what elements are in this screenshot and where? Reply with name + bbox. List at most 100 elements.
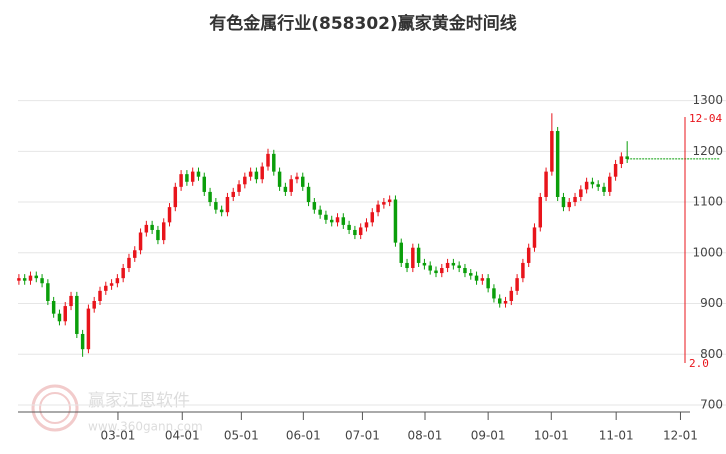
candle-body: [555, 131, 560, 197]
candle-body: [51, 300, 56, 314]
candle-body: [329, 219, 334, 223]
candle-body: [393, 199, 398, 243]
candle-body: [428, 265, 432, 271]
candle-body: [109, 283, 114, 286]
candle-body: [28, 275, 33, 281]
candle-body: [219, 209, 224, 213]
candle-body: [57, 313, 62, 322]
candle-body: [69, 295, 73, 307]
x-tick-label: 11-01: [599, 429, 634, 443]
candle-body: [214, 202, 218, 210]
candle-body: [231, 191, 235, 197]
x-tick-label: 08-01: [408, 429, 443, 443]
candle-body: [324, 214, 328, 220]
candle-body: [480, 278, 485, 281]
candle-body: [341, 217, 346, 225]
candle-body: [289, 179, 293, 192]
candle-body: [382, 202, 386, 205]
y-tick-label: 1200: [692, 144, 723, 158]
candle-body: [283, 186, 288, 192]
candle-body: [173, 186, 178, 208]
candle-body: [272, 153, 276, 172]
candle-body: [127, 257, 131, 269]
candle-body: [63, 306, 67, 322]
time-line-bottom-label: 2.0: [689, 357, 709, 370]
candle-body: [254, 171, 259, 180]
candle-body: [306, 186, 311, 203]
chart-title: 有色金属行业(858302)赢家黄金时间线: [209, 13, 517, 34]
candle-body: [440, 268, 444, 274]
y-tick-label: 1000: [692, 245, 723, 259]
candle-body: [277, 171, 282, 187]
candle-body: [492, 288, 496, 299]
candle-body: [248, 171, 253, 177]
candle-body: [295, 176, 299, 180]
y-tick-label: 1300: [692, 93, 723, 107]
candle-body: [34, 275, 39, 279]
candle-body: [405, 262, 409, 269]
candle-body: [115, 278, 120, 284]
candle-body: [602, 186, 606, 192]
candle-body: [399, 242, 403, 263]
candle-body: [567, 202, 571, 208]
x-tick-label: 04-01: [165, 429, 200, 443]
x-tick-label: 12-01: [663, 429, 698, 443]
candle-body: [608, 176, 612, 192]
candle-body: [167, 207, 172, 223]
candle-body: [561, 196, 566, 208]
y-tick-label: 1100: [692, 195, 723, 209]
candle-body: [86, 308, 91, 350]
candle-body: [347, 224, 351, 230]
candle-body: [80, 333, 85, 350]
candle-body: [619, 156, 624, 165]
y-tick-label: 800: [700, 347, 723, 361]
candle-body: [104, 285, 108, 291]
watermark-logo: [39, 392, 71, 424]
candle-body: [370, 212, 375, 223]
x-tick-label: 06-01: [286, 429, 321, 443]
x-tick-label: 05-01: [224, 429, 259, 443]
candle-body: [463, 268, 467, 274]
candle-body: [202, 176, 207, 192]
candle-body: [208, 191, 212, 203]
candle-body: [509, 290, 514, 301]
candle-body: [237, 184, 241, 192]
candle-body: [156, 229, 160, 241]
candle-body: [376, 204, 380, 213]
candle-body: [544, 171, 548, 197]
candle-body: [550, 131, 554, 172]
candle-body: [75, 295, 79, 334]
candle-body: [92, 300, 96, 309]
candle-body: [98, 290, 102, 301]
candle-body: [613, 164, 618, 177]
candle-body: [486, 278, 490, 289]
y-tick-label: 700: [700, 398, 723, 412]
watermark-url: www.360gann.com: [88, 420, 203, 434]
candle-body: [133, 250, 137, 258]
candle-body: [22, 278, 27, 281]
candle-body: [225, 196, 230, 213]
x-tick-label: 09-01: [471, 429, 506, 443]
candle-body: [625, 156, 629, 159]
candle-body: [469, 273, 473, 276]
candle-body: [422, 262, 427, 266]
candle-body: [318, 209, 322, 215]
candle-body: [526, 247, 531, 263]
time-line-label: 12-04: [689, 112, 722, 125]
candle-body: [590, 181, 595, 185]
candle-body: [497, 298, 502, 304]
candle-body: [190, 171, 195, 182]
candle-body: [196, 171, 201, 177]
candle-body: [532, 227, 537, 248]
candle-body: [387, 199, 392, 203]
candle-body: [503, 300, 508, 304]
candle-body: [445, 262, 450, 269]
candle-body: [17, 278, 21, 281]
candle-body: [538, 196, 543, 228]
candle-body: [596, 184, 600, 187]
candle-body: [416, 247, 421, 263]
candle-body: [573, 196, 577, 203]
watermark-logo: [31, 384, 79, 432]
candle-body: [161, 222, 166, 241]
